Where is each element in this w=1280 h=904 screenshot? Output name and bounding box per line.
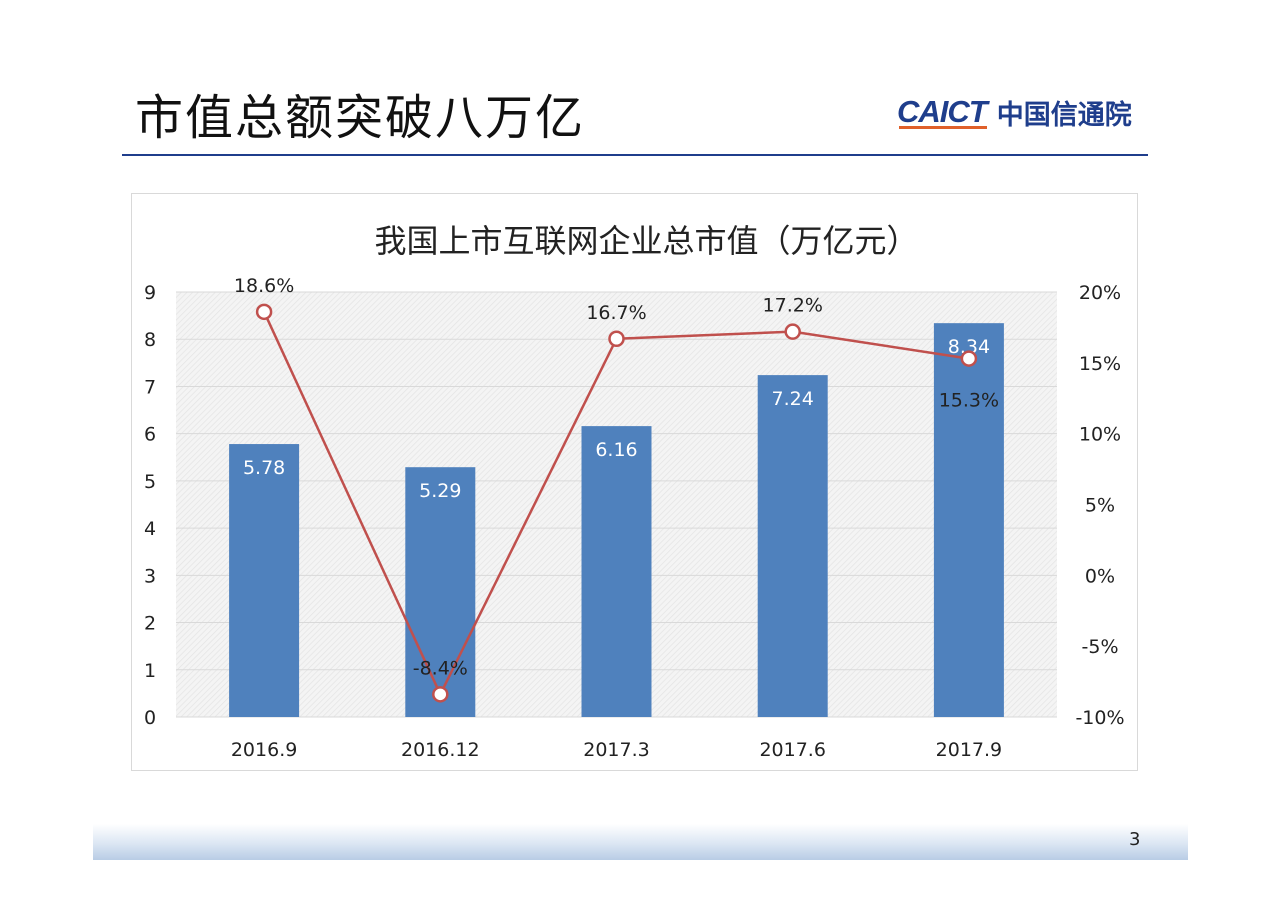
bar xyxy=(757,375,828,717)
y-left-tick-label: 7 xyxy=(144,376,156,398)
logo-english: CAICT xyxy=(897,94,988,129)
x-tick-label: 2016.9 xyxy=(231,739,297,761)
y-right-tick-label: 5% xyxy=(1085,495,1115,517)
bar-value-label: 5.78 xyxy=(243,457,285,479)
y-right-tick-label: 10% xyxy=(1079,424,1121,446)
y-left-tick-label: 6 xyxy=(144,424,156,446)
growth-rate-point xyxy=(784,323,801,340)
growth-rate-label: 16.7% xyxy=(586,302,646,324)
bar xyxy=(581,426,652,717)
bar-value-label: 8.34 xyxy=(948,336,990,358)
growth-rate-point xyxy=(960,350,978,367)
chart-frame: 我国上市互联网企业总市值（万亿元） 0 1 2 3 4 5 6 7 8 9 -10% -5% 0% 5% 10… xyxy=(131,193,1138,771)
bar xyxy=(229,444,300,717)
page-number: 3 xyxy=(1129,829,1141,850)
market-value-chart: 我国上市互联网企业总市值（万亿元） 0 1 2 3 4 5 6 7 8 9 -10% -5% 0% 5% 10… xyxy=(144,222,1125,761)
bar-value-label: 5.29 xyxy=(419,480,461,502)
y-right-tick-label: -10% xyxy=(1075,707,1124,729)
x-tick-label: 2016.12 xyxy=(401,739,480,761)
chart-title: 我国上市互联网企业总市值（万亿元） xyxy=(374,222,918,260)
bar xyxy=(933,323,1004,717)
growth-rate-label: -8.4% xyxy=(413,657,468,679)
x-tick-label: 2017.9 xyxy=(936,739,1002,761)
y-right-tick-label: 15% xyxy=(1079,353,1121,375)
y-left-tick-label: 3 xyxy=(144,565,156,587)
x-tick-label: 2017.6 xyxy=(759,739,825,761)
y-left-tick-label: 2 xyxy=(144,613,156,635)
bar-value-label: 6.16 xyxy=(595,439,637,461)
y-right-tick-label: 0% xyxy=(1085,565,1115,587)
y-left-tick-label: 4 xyxy=(144,518,156,540)
y-left-tick-label: 9 xyxy=(144,282,156,304)
logo-chinese: 中国信通院 xyxy=(996,99,1132,131)
y-left-tick-label: 1 xyxy=(144,660,156,682)
growth-rate-point xyxy=(608,330,625,347)
y-left-tick-label: 0 xyxy=(144,707,156,729)
y-right-tick-label: -5% xyxy=(1082,636,1119,658)
y-left-tick-label: 5 xyxy=(144,471,156,493)
bar-value-label: 7.24 xyxy=(772,388,814,410)
bar xyxy=(405,467,476,717)
caict-logo: CAICT 中国信通院 xyxy=(897,92,1157,132)
growth-rate-point xyxy=(255,303,273,321)
title-divider xyxy=(122,154,1148,156)
growth-rate-label: 17.2% xyxy=(763,295,823,317)
x-tick-label: 2017.3 xyxy=(583,739,649,761)
y-left-tick-label: 8 xyxy=(144,329,156,351)
growth-rate-point xyxy=(432,686,449,703)
growth-rate-label: 18.6% xyxy=(234,275,294,297)
footer-bar xyxy=(93,824,1188,860)
growth-rate-label: 15.3% xyxy=(939,390,999,412)
y-right-tick-label: 20% xyxy=(1079,282,1121,304)
slide-title: 市值总额突破八万亿 xyxy=(135,90,586,146)
